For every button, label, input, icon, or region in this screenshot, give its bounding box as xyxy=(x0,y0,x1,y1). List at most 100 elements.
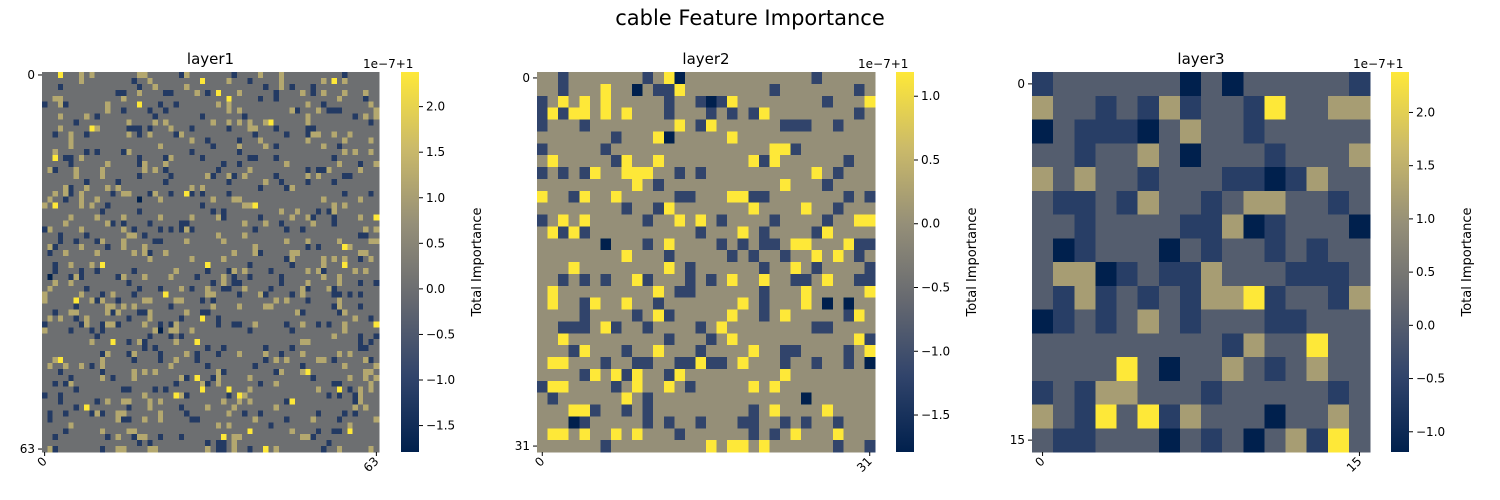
heatmap-cell xyxy=(189,214,196,221)
heatmap-cell xyxy=(247,291,254,299)
heatmap-cell xyxy=(173,167,180,174)
heatmap-cell xyxy=(120,172,127,180)
heatmap-cell xyxy=(42,196,48,204)
heatmap-cell xyxy=(178,404,185,411)
heatmap-cell xyxy=(147,357,153,364)
heatmap-cell xyxy=(321,214,327,221)
heatmap-cell xyxy=(315,410,322,417)
heatmap-cell xyxy=(189,250,196,257)
heatmap-cell xyxy=(300,446,306,453)
heatmap-cell xyxy=(368,137,375,144)
heatmap-cell xyxy=(373,404,380,411)
heatmap-cell xyxy=(115,77,122,85)
heatmap-cell xyxy=(157,83,164,91)
heatmap-cell xyxy=(368,172,375,180)
heatmap-cell xyxy=(294,303,301,310)
heatmap-cell xyxy=(215,232,222,239)
heatmap-cell xyxy=(373,196,380,204)
heatmap-cell xyxy=(758,345,770,358)
heatmap-cell xyxy=(853,345,865,358)
heatmap-cell xyxy=(199,149,206,156)
heatmap-cell xyxy=(300,202,306,209)
heatmap-cell xyxy=(822,155,834,168)
heatmap-cell xyxy=(120,256,127,263)
heatmap-cell xyxy=(84,327,90,334)
heatmap-cell xyxy=(73,250,80,257)
heatmap-cell xyxy=(642,226,654,239)
heatmap-cell xyxy=(368,202,375,209)
heatmap-cell xyxy=(257,113,264,120)
heatmap-cell xyxy=(257,386,264,394)
heatmap-cell xyxy=(205,351,211,358)
heatmap-cell xyxy=(247,77,254,85)
heatmap-cell xyxy=(321,380,327,388)
heatmap-cell xyxy=(231,368,238,376)
heatmap-cell xyxy=(199,113,206,120)
heatmap-cell xyxy=(68,345,74,352)
heatmap-cell xyxy=(84,262,90,269)
heatmap-cell xyxy=(42,345,48,352)
heatmap-cell xyxy=(147,333,153,340)
heatmap-cell xyxy=(142,279,148,287)
heatmap-cell xyxy=(610,107,622,120)
heatmap-cell xyxy=(189,202,196,209)
heatmap-cell xyxy=(178,190,185,198)
heatmap-cell xyxy=(99,262,106,269)
heatmap-cell xyxy=(110,101,117,109)
heatmap-cell xyxy=(152,196,159,204)
heatmap-cell xyxy=(769,72,781,85)
heatmap-cell xyxy=(105,244,111,251)
heatmap-cell xyxy=(168,196,175,204)
heatmap-cell xyxy=(194,226,201,233)
heatmap-cell xyxy=(853,262,865,275)
heatmap-cell xyxy=(199,125,206,132)
heatmap-cell xyxy=(173,315,180,322)
heatmap-cell xyxy=(136,202,143,209)
heatmap-cell xyxy=(152,434,159,441)
heatmap-cell xyxy=(263,262,269,269)
heatmap-cell xyxy=(189,404,196,411)
heatmap-cell xyxy=(73,434,80,441)
heatmap-cell xyxy=(832,167,844,180)
heatmap-cell xyxy=(194,339,201,346)
heatmap-cell xyxy=(199,267,206,275)
heatmap-cell xyxy=(173,279,180,287)
heatmap-cell xyxy=(363,285,369,293)
heatmap-cell xyxy=(363,273,369,281)
heatmap-cell xyxy=(278,72,285,79)
heatmap-cell xyxy=(589,202,601,215)
heatmap-cell xyxy=(674,155,686,168)
heatmap-cell xyxy=(42,184,48,192)
heatmap-cell xyxy=(210,167,217,174)
heatmap-cell xyxy=(315,279,322,287)
heatmap-cell xyxy=(321,291,327,299)
heatmap-cell xyxy=(357,422,364,429)
heatmap-cell xyxy=(674,143,686,156)
heatmap-cell xyxy=(278,226,285,233)
heatmap-cell xyxy=(843,178,855,192)
heatmap-cell xyxy=(257,83,264,91)
heatmap-cell xyxy=(199,83,206,91)
heatmap-cell xyxy=(84,351,90,358)
heatmap-cell xyxy=(115,232,122,239)
heatmap-cell xyxy=(300,410,306,417)
heatmap-cell xyxy=(221,368,227,376)
heatmap-cell xyxy=(47,89,53,97)
heatmap-cell xyxy=(199,226,206,233)
heatmap-cell xyxy=(342,446,348,453)
heatmap-cell xyxy=(357,303,364,310)
heatmap-cell xyxy=(63,339,69,346)
heatmap-cell xyxy=(289,297,296,304)
heatmap-cell xyxy=(94,202,101,209)
heatmap-cell xyxy=(600,119,612,132)
heatmap-cell xyxy=(221,149,227,156)
heatmap-cell xyxy=(63,119,69,126)
heatmap-cell xyxy=(342,422,348,429)
heatmap-cell xyxy=(357,362,364,370)
heatmap-cell xyxy=(321,83,327,91)
heatmap-cell xyxy=(706,202,717,215)
heatmap-cell xyxy=(315,386,322,394)
heatmap-cell xyxy=(157,446,164,453)
heatmap-cell xyxy=(589,155,601,168)
heatmap-cell xyxy=(131,72,138,79)
